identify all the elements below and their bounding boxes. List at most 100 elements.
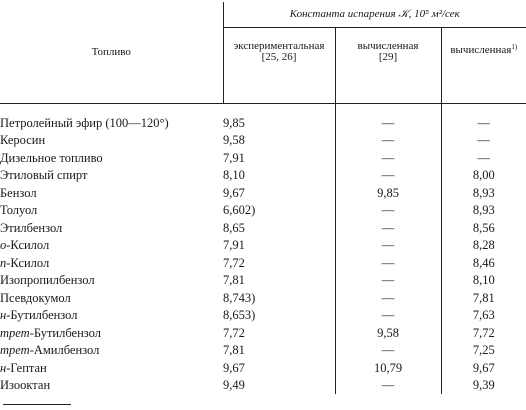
table-row: Изопропилбензол 7,81 — 8,10 [0, 271, 526, 290]
calculated-29-value: — [335, 289, 442, 307]
column-header-calculated-1-footnote: 1) [511, 43, 518, 51]
calculated-1-value: 7,81 [472, 290, 495, 305]
table-row: Толуол 6,602) — 8,93 [0, 201, 526, 219]
experimental-value-cell: 9,67 [223, 359, 336, 377]
experimental-value: 9,67 [223, 360, 245, 375]
fuel-name-cell: Изопропилбензол [0, 272, 223, 290]
fuel-name-cell: Дизельное топливо [0, 149, 223, 167]
experimental-footnote: 2) [244, 203, 256, 218]
experimental-value: 7,91 [223, 150, 245, 165]
experimental-value: 9,49 [223, 378, 245, 393]
table-row: Бензол 9,67 9,85 8,93 [0, 184, 526, 202]
experimental-value: 7,72 [223, 325, 245, 340]
fuel-name-prefix: н [0, 308, 7, 323]
experimental-value: 7,81 [223, 273, 245, 288]
experimental-value-cell: 9,67 [223, 184, 336, 202]
fuel-name: Изопропилбензол [0, 273, 95, 288]
column-header-calculated-1: вычисленная1) [441, 27, 526, 104]
fuel-name-cell: n-Ксилол [0, 254, 223, 272]
fuel-name: -Бутилбензол [6, 308, 78, 323]
table-row: Изооктан 9,49 — 9,39 [0, 376, 526, 395]
fuel-name: Толуол [0, 203, 38, 218]
fuel-name: -Ксилол [6, 255, 50, 270]
fuel-name-prefix: трет [0, 343, 30, 358]
calculated-1-value: — [477, 115, 491, 130]
fuel-name-prefix: n [0, 255, 7, 270]
fuel-name-prefix: н [0, 360, 7, 375]
table-row: Псевдокумол 8,743) — 7,81 [0, 289, 526, 307]
calculated-1-value: 7,72 [472, 325, 495, 340]
fuel-name-cell: н-Бутилбензол [0, 307, 223, 325]
experimental-value-cell: 7,91 [223, 236, 336, 254]
column-header-calculated-1-label: вычисленная [450, 44, 512, 56]
fuel-name-cell: Изооктан [0, 377, 223, 395]
experimental-value: 9,67 [223, 185, 245, 200]
fuel-name: Псевдокумол [0, 290, 71, 305]
calculated-29-value: — [335, 376, 442, 394]
experimental-value: 8,65 [223, 220, 245, 235]
calculated-1-value: 9,39 [472, 378, 495, 393]
table-row: Этиловый спирт 8,10 — 8,00 [0, 166, 526, 185]
table-row: Керосин 9,58 — — [0, 131, 526, 149]
fuel-name-cell: Этиловый спирт [0, 167, 223, 185]
experimental-value-cell: 9,49 [223, 376, 336, 394]
experimental-value: 9,85 [223, 115, 245, 130]
calculated-29-value: 10,79 [335, 359, 442, 377]
experimental-value-cell: 9,58 [223, 131, 336, 149]
experimental-value-cell: 7,72 [223, 254, 336, 272]
calculated-1-value: — [477, 133, 491, 148]
calculated-29-value: — [335, 149, 442, 167]
calculated-1-value: 8,46 [472, 255, 495, 270]
fuel-name-prefix: трет [0, 325, 30, 340]
calculated-29-value: 9,85 [335, 184, 442, 202]
table-row: трет-Амилбензол 7,81 — 7,25 [0, 341, 526, 360]
table-row: трет-Бутилбензол 7,72 9,58 7,72 [0, 324, 526, 342]
calculated-29-value: — [335, 201, 442, 219]
fuel-name: -Гептан [6, 360, 47, 375]
footnote-separator [3, 404, 71, 405]
experimental-value: 7,72 [223, 255, 245, 270]
fuel-name: Бензол [0, 185, 37, 200]
fuel-name: -Ксилол [6, 238, 50, 253]
experimental-footnote: 3) [244, 290, 256, 305]
experimental-value: 8,74 [223, 290, 245, 305]
fuel-name-cell: Этилбензол [0, 219, 223, 237]
experimental-value-cell: 7,91 [223, 149, 336, 167]
calculated-29-value: — [335, 306, 442, 324]
calculated-1-value: 8,93 [472, 185, 495, 200]
fuel-name-cell: трет-Амилбензол [0, 342, 223, 360]
experimental-value-cell: 7,81 [223, 341, 336, 359]
column-header-experimental: экспериментальная [25, 26] [223, 27, 336, 104]
fuel-name: -Бутилбензол [29, 325, 101, 340]
calculated-29-value: — [335, 219, 442, 237]
calculated-1-value: 7,25 [472, 343, 495, 358]
calculated-29-value: — [335, 103, 442, 132]
calculated-29-value: 9,58 [335, 324, 442, 342]
calculated-1-value: 8,93 [472, 203, 495, 218]
calculated-1-value: 8,00 [472, 168, 495, 183]
table-row: н-Бутилбензол 8,653) — 7,63 [0, 306, 526, 325]
table-row: n-Ксилол 7,72 — 8,46 [0, 254, 526, 272]
fuel-name: Изооктан [0, 378, 51, 393]
fuel-name-prefix: о [0, 238, 7, 253]
column-header-calculated-29-ref: [29] [378, 51, 398, 63]
calculated-1-value: 8,28 [472, 238, 495, 253]
calculated-29-value: — [335, 131, 442, 149]
calculated-29-value: — [335, 236, 442, 254]
experimental-value: 9,58 [223, 133, 245, 148]
table-row: Этилбензол 8,65 — 8,56 [0, 219, 526, 237]
column-header-experimental-ref: [25, 26] [261, 51, 297, 63]
calculated-1-value: — [477, 150, 491, 165]
fuel-name: Этиловый спирт [0, 168, 88, 183]
calculated-29-value: — [335, 271, 442, 289]
fuel-name: Петролейный эфир (100—120°) [0, 115, 169, 130]
experimental-value-cell: 8,653) [223, 306, 336, 324]
experimental-value-cell: 8,65 [223, 219, 336, 237]
experimental-value-cell: 7,81 [223, 271, 336, 289]
fuel-name-cell: трет-Бутилбензол [0, 324, 223, 342]
experimental-value: 8,10 [223, 168, 245, 183]
evaporation-constant-table: Топливо Константа испарения 𝒦, 10⁵ м²/се… [0, 2, 526, 394]
fuel-name-cell: Бензол [0, 184, 223, 202]
experimental-value-cell: 9,85 [223, 103, 336, 132]
experimental-value: 7,91 [223, 238, 245, 253]
